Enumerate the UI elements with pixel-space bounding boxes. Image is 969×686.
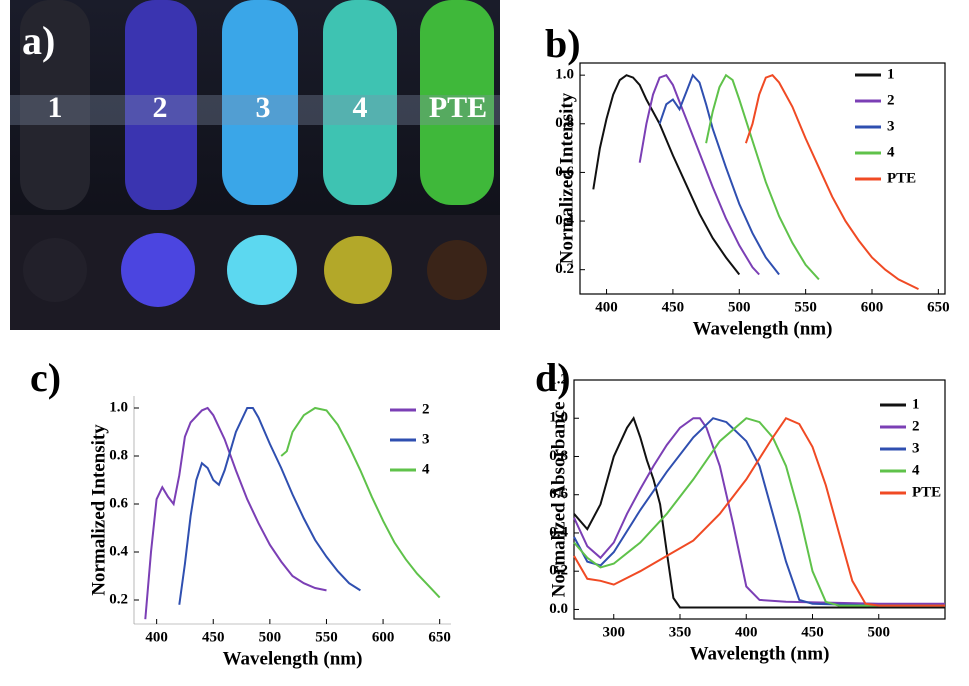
series-line [573,416,945,609]
legend-label: PTE [887,170,916,186]
x-tick-label: 500 [259,629,282,645]
series-line [658,73,780,276]
series-line [744,74,919,290]
x-tick-label: 400 [145,629,168,645]
legend-label: 3 [422,431,430,447]
series-line [705,73,820,281]
y-tick-label: 0.6 [549,486,568,502]
series-line [573,417,945,605]
vial-label: 1 [48,91,63,124]
plot-frame [579,62,946,295]
x-tick-label: 550 [315,629,338,645]
legend-label: 4 [887,144,895,160]
y-axis-label: Normalized Intensity [556,92,577,264]
y-axis-label: Normalized Intensity [88,424,109,596]
legend-label: 1 [887,66,895,82]
x-tick-label: 500 [868,624,891,640]
legend-label: PTE [912,484,941,500]
vial-label: 3 [256,91,271,124]
legend-label: 2 [887,92,895,108]
series-line [144,406,327,620]
y-tick-label: 0.4 [555,212,574,228]
plot-frame [573,379,946,620]
x-tick-label: 400 [595,299,618,315]
legend-label: 2 [422,401,430,417]
x-axis-label: Wavelength (nm) [223,648,363,669]
chart: 300 350 400 450 500 0.0 0.2 0.4 0.6 0.8 1.0 1.2 Wave… [535,355,946,664]
y-tick-label: 0.8 [549,448,568,464]
x-tick-label: 450 [202,629,225,645]
y-axis-label: Normalized Absorbance [548,402,569,598]
series-line [573,416,945,607]
y-tick-label: 0.8 [555,115,574,131]
x-tick-label: 450 [662,299,685,315]
x-tick-label: 350 [669,624,692,640]
panel-label: c) [30,355,61,400]
x-tick-label: 450 [801,624,824,640]
panel-label: b) [545,21,581,66]
x-tick-label: 600 [372,629,395,645]
y-tick-label: 1.2 [549,371,568,387]
x-axis-label: Wavelength (nm) [690,643,830,664]
y-tick-label: 0.4 [109,543,128,559]
y-tick-label: 0.2 [555,261,574,277]
x-axis-label: Wavelength (nm) [693,318,833,339]
chart: 400 450 500 550 600 650 0.2 0.4 0.6 0.8 1.0 Wavelen… [30,355,451,669]
legend-label: 3 [912,440,920,456]
legend-label: 4 [422,461,430,477]
vial-label: 2 [153,91,168,124]
x-tick-label: 300 [603,624,626,640]
y-tick-label: 0.0 [549,601,568,617]
legend-label: 4 [912,462,920,478]
x-tick-label: 600 [861,299,884,315]
x-tick-label: 650 [927,299,950,315]
chart: 400 450 500 550 600 650 0.2 0.4 0.6 0.8 1.0 Wavelen… [545,21,950,339]
y-tick-label: 1.0 [109,399,128,415]
vial-label: PTE [429,91,487,124]
y-tick-label: 0.2 [109,591,128,607]
x-tick-label: 550 [794,299,817,315]
y-tick-label: 1.0 [555,67,574,83]
panel-label: d) [535,355,571,400]
series-line [638,73,760,276]
series-line [178,407,361,605]
legend-label: 3 [887,118,895,134]
x-tick-label: 650 [428,629,451,645]
y-tick-label: 0.2 [549,563,568,579]
vial-label: 4 [353,91,368,124]
y-tick-label: 0.8 [109,447,128,463]
y-tick-label: 1.0 [549,410,568,426]
y-tick-label: 0.6 [555,164,574,180]
series-line [573,417,945,607]
series-line [280,406,441,599]
legend-label: 1 [912,396,920,412]
y-tick-label: 0.6 [109,495,128,511]
panel-label: a) [22,18,55,63]
x-tick-label: 500 [728,299,751,315]
photo [10,0,500,330]
x-tick-label: 400 [735,624,758,640]
legend-label: 2 [912,418,920,434]
y-tick-label: 0.4 [549,524,568,540]
series-line [573,417,945,607]
series-line [592,74,741,276]
